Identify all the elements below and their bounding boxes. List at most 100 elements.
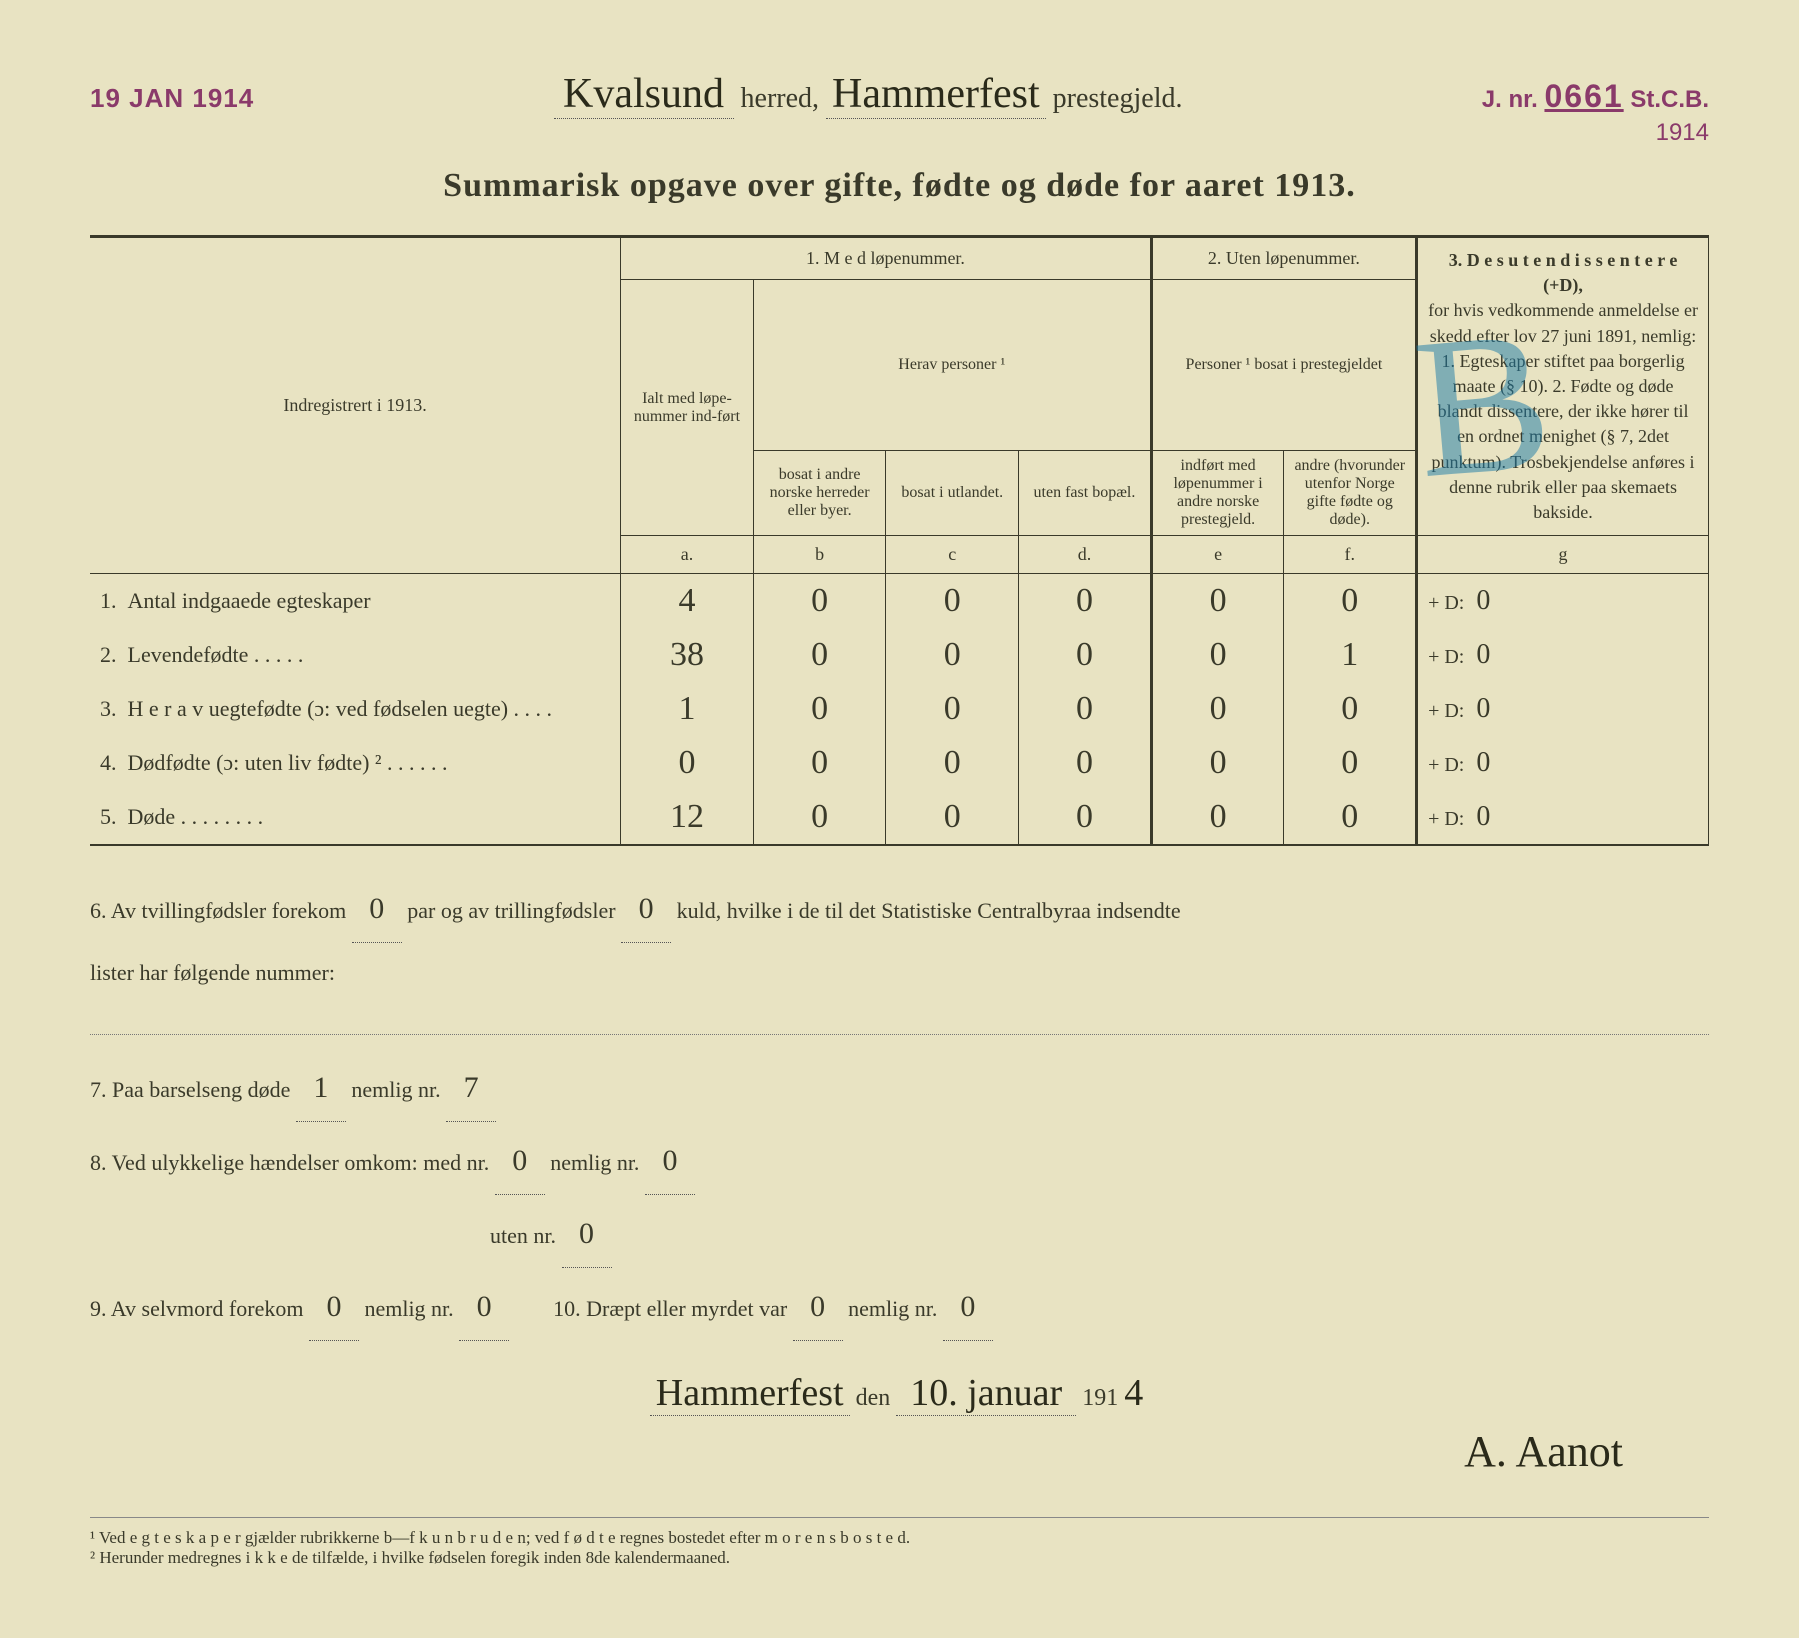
label-g: g [1417, 536, 1709, 574]
label-b: b [753, 536, 886, 574]
cell-d: 0 [1019, 790, 1152, 845]
l7-v1: 1 [296, 1055, 346, 1122]
cell-c: 0 [886, 628, 1019, 682]
sig-date: 10. januar [896, 1371, 1076, 1416]
cell-f: 1 [1284, 628, 1417, 682]
footnote-1: ¹ Ved e g t e s k a p e r gjælder rubrik… [90, 1528, 1709, 1548]
cell-c: 0 [886, 574, 1019, 629]
label-d: d. [1019, 536, 1152, 574]
cell-g: + D:0 [1417, 682, 1709, 736]
l7-v2: 7 [446, 1055, 496, 1122]
col-f: andre (hvorunder utenfor Norge gifte fød… [1284, 451, 1417, 536]
l9b: nemlig nr. [364, 1296, 453, 1321]
l6b: par og av trillingfødsler [407, 898, 615, 923]
cell-e: 0 [1151, 736, 1284, 790]
cell-a: 1 [621, 682, 754, 736]
col-ialt: Ialt med løpe-nummer ind-ført [621, 280, 754, 536]
col3-body: for hvis vedkommende anmeldelse er skedd… [1428, 300, 1698, 522]
cell-g: + D:0 [1417, 574, 1709, 629]
cell-g: + D:0 [1417, 628, 1709, 682]
cell-b: 0 [753, 628, 886, 682]
herred-value: Kvalsund [554, 70, 734, 119]
label-e: e [1151, 536, 1284, 574]
cell-f: 0 [1284, 574, 1417, 629]
l8-v2: 0 [645, 1128, 695, 1195]
signature-name-row: A. Aanot [90, 1426, 1709, 1477]
row-label: 2. Levendefødte . . . . . [90, 628, 621, 682]
cell-g: + D:0 [1417, 736, 1709, 790]
col-pers2: Personer ¹ bosat i prestegjeldet [1151, 280, 1416, 451]
cell-a: 38 [621, 628, 754, 682]
jnr-number: 0661 [1544, 78, 1623, 114]
l10-v2: 0 [943, 1274, 993, 1341]
l6a: 6. Av tvillingfødsler forekom [90, 898, 346, 923]
twin-count: 0 [352, 876, 402, 943]
col-section-1: 1. M e d løpenummer. [621, 237, 1152, 280]
sig-den: den [856, 1385, 891, 1411]
l8c: uten nr. [490, 1223, 556, 1248]
l8-v3: 0 [562, 1201, 612, 1268]
cell-e: 0 [1151, 790, 1284, 845]
l8-v1: 0 [495, 1128, 545, 1195]
table-row: 4. Dødfødte (ɔ: uten liv fødte) ² . . . … [90, 736, 1709, 790]
label-f: f. [1284, 536, 1417, 574]
line-8b: uten nr. 0 [90, 1201, 1709, 1268]
line-6: 6. Av tvillingfødsler forekom 0 par og a… [90, 876, 1709, 943]
cell-a: 12 [621, 790, 754, 845]
col-indreg: Indregistrert i 1913. [90, 237, 621, 574]
row-label: 3. H e r a v uegtefødte (ɔ: ved fødselen… [90, 682, 621, 736]
l8a: 8. Ved ulykkelige hændelser omkom: med n… [90, 1150, 489, 1175]
cell-b: 0 [753, 682, 886, 736]
l7a: 7. Paa barselseng døde [90, 1077, 290, 1102]
main-table: Indregistrert i 1913. 1. M e d løpenumme… [90, 235, 1709, 846]
cell-c: 0 [886, 736, 1019, 790]
triplet-count: 0 [621, 876, 671, 943]
cell-b: 0 [753, 574, 886, 629]
footnotes: ¹ Ved e g t e s k a p e r gjælder rubrik… [90, 1517, 1709, 1568]
prestegjeld-label: prestegjeld. [1053, 83, 1183, 114]
l9-v1: 0 [309, 1274, 359, 1341]
line-9-10: 9. Av selvmord forekom 0 nemlig nr. 0 10… [90, 1274, 1709, 1341]
jnr-year: 1914 [1482, 119, 1709, 147]
col-d: uten fast bopæl. [1019, 451, 1152, 536]
cell-e: 0 [1151, 682, 1284, 736]
l10b: nemlig nr. [848, 1296, 937, 1321]
date-stamp-left: 19 JAN 1914 [90, 83, 254, 114]
cell-a: 0 [621, 736, 754, 790]
l10a: 10. Dræpt eller myrdet var [553, 1296, 787, 1321]
cell-f: 0 [1284, 790, 1417, 845]
cell-f: 0 [1284, 682, 1417, 736]
footnote-2: ² Herunder medregnes i k k e de tilfælde… [90, 1548, 1709, 1568]
l6c: kuld, hvilke i de til det Statistiske Ce… [677, 898, 1181, 923]
l9-v2: 0 [459, 1274, 509, 1341]
cell-f: 0 [1284, 736, 1417, 790]
cell-a: 4 [621, 574, 754, 629]
table-row: 2. Levendefødte . . . . .3800001+ D:0 [90, 628, 1709, 682]
table-row: 5. Døde . . . . . . . .1200000+ D:0 [90, 790, 1709, 845]
cell-g: + D:0 [1417, 790, 1709, 845]
line-7: 7. Paa barselseng døde 1 nemlig nr. 7 [90, 1055, 1709, 1122]
page-title: Summarisk opgave over gifte, fødte og dø… [90, 167, 1709, 205]
lower-section: 6. Av tvillingfødsler forekom 0 par og a… [90, 876, 1709, 1341]
col-herav: Herav personer ¹ [753, 280, 1151, 451]
line-8: 8. Ved ulykkelige hændelser omkom: med n… [90, 1128, 1709, 1195]
row-label: 1. Antal indgaaede egteskaper [90, 574, 621, 629]
table-row: 1. Antal indgaaede egteskaper400000+ D:0 [90, 574, 1709, 629]
signature-line: Hammerfest den 10. januar 1914 [90, 1371, 1709, 1416]
col-b: bosat i andre norske herreder eller byer… [753, 451, 886, 536]
row-label: 5. Døde . . . . . . . . [90, 790, 621, 845]
cell-d: 0 [1019, 574, 1152, 629]
cell-c: 0 [886, 682, 1019, 736]
sig-yearprefix: 191 [1082, 1385, 1118, 1411]
sig-yeardigit: 4 [1118, 1371, 1149, 1415]
header-row: 19 JAN 1914 Kvalsund herred, Hammerfest … [90, 70, 1709, 147]
col-e: indført med løpenummer i andre norske pr… [1151, 451, 1284, 536]
table-row: 3. H e r a v uegtefødte (ɔ: ved fødselen… [90, 682, 1709, 736]
cell-d: 0 [1019, 736, 1152, 790]
document-page: B 19 JAN 1914 Kvalsund herred, Hammerfes… [30, 30, 1769, 1608]
cell-e: 0 [1151, 628, 1284, 682]
prestegjeld-value: Hammerfest [826, 70, 1046, 119]
col-section-2: 2. Uten løpenummer. [1151, 237, 1416, 280]
row-label: 4. Dødfødte (ɔ: uten liv fødte) ² . . . … [90, 736, 621, 790]
signature-name: A. Aanot [1449, 1426, 1629, 1477]
